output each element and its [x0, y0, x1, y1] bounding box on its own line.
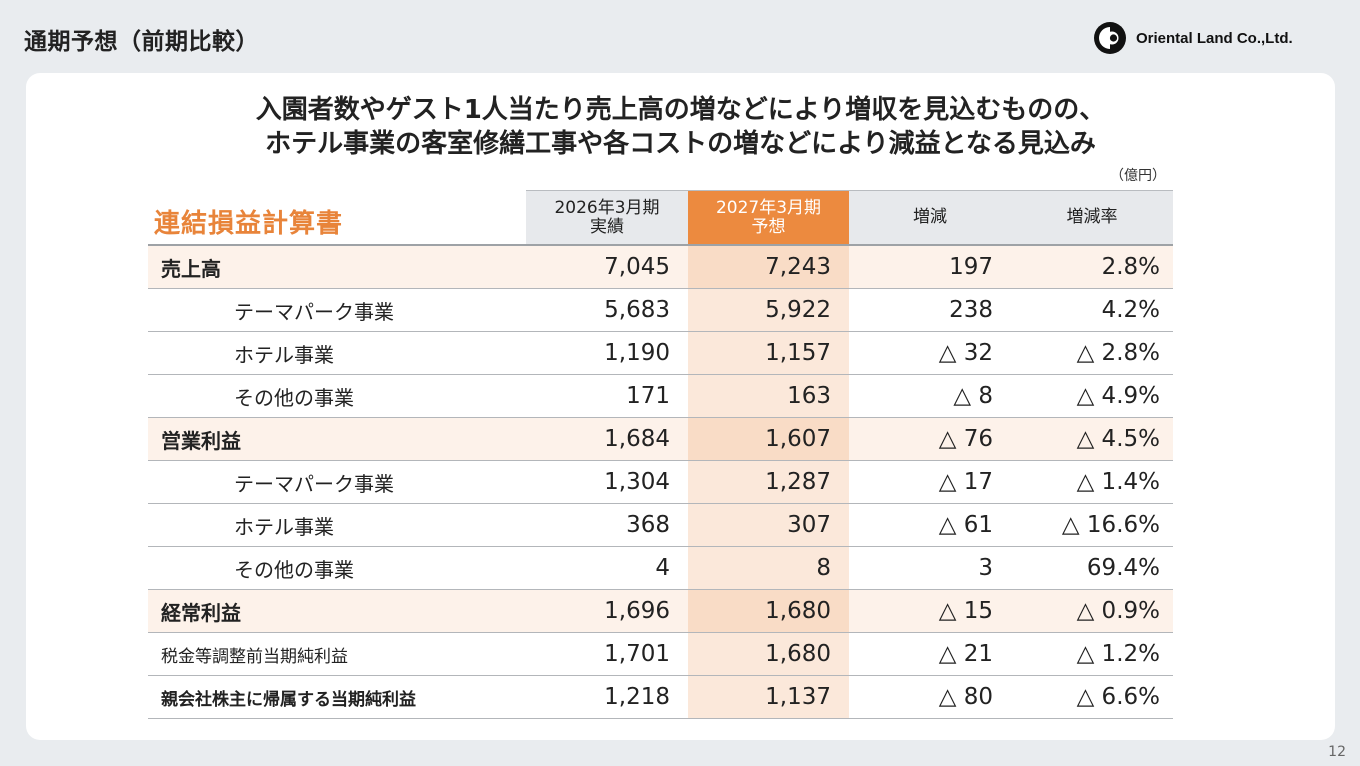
change-value: 238: [849, 288, 1011, 332]
prev-year-value: 368: [526, 503, 688, 547]
prev-year-value: 1,696: [526, 589, 688, 633]
header-prev-year: 2026年3月期 実績: [526, 191, 688, 244]
prev-year-value: 1,304: [526, 460, 688, 504]
prev-year-value: 7,045: [526, 246, 688, 289]
table-row: 税金等調整前当期純利益 1,701 1,680 △ 21 △ 1.2%: [148, 632, 1173, 676]
row-label: 売上高: [148, 246, 526, 289]
forecast-value: 5,922: [688, 288, 849, 332]
change-rate-value: △ 1.4%: [1011, 460, 1173, 504]
prev-year-value: 4: [526, 546, 688, 590]
page-title: 通期予想（前期比較）: [24, 29, 259, 55]
change-rate-value: 2.8%: [1011, 246, 1173, 289]
forecast-value: 8: [688, 546, 849, 590]
header-prev-year-line1: 2026年3月期: [554, 197, 660, 218]
prev-year-value: 1,218: [526, 675, 688, 719]
forecast-value: 1,680: [688, 632, 849, 676]
row-label: 税金等調整前当期純利益: [148, 632, 526, 676]
logo-text: Oriental Land Co.,Ltd.: [1136, 29, 1293, 47]
forecast-value: 7,243: [688, 246, 849, 289]
table-row: ホテル事業 1,190 1,157 △ 32 △ 2.8%: [148, 331, 1173, 375]
header-forecast-year: 2027年3月期 予想: [688, 191, 849, 244]
income-statement-body: 売上高 7,045 7,243 197 2.8% テーマパーク事業 5,683 5,922 23…: [148, 246, 1173, 719]
change-rate-value: △ 16.6%: [1011, 503, 1173, 547]
change-rate-value: △ 1.2%: [1011, 632, 1173, 676]
row-label: ホテル事業: [148, 503, 526, 547]
page-number: 12: [1328, 744, 1346, 760]
table-row: その他の事業 4 8 3 69.4%: [148, 546, 1173, 590]
change-rate-value: 69.4%: [1011, 546, 1173, 590]
prev-year-value: 1,190: [526, 331, 688, 375]
prev-year-value: 1,684: [526, 417, 688, 461]
header-change: 増減: [849, 191, 1011, 244]
unit-label: （億円）: [1110, 168, 1166, 184]
forecast-value: 1,680: [688, 589, 849, 633]
change-value: 3: [849, 546, 1011, 590]
row-label: 経常利益: [148, 589, 526, 633]
change-value: △ 32: [849, 331, 1011, 375]
oriental-land-logo-icon: [1094, 22, 1126, 54]
header-prev-year-line2: 実績: [590, 216, 624, 237]
change-rate-value: 4.2%: [1011, 288, 1173, 332]
row-label: 営業利益: [148, 417, 526, 461]
row-label: テーマパーク事業: [148, 460, 526, 504]
forecast-value: 307: [688, 503, 849, 547]
table-row: テーマパーク事業 5,683 5,922 238 4.2%: [148, 288, 1173, 332]
content-card: 入園者数やゲスト1人当たり売上高の増などにより増収を見込むものの、 ホテル事業の…: [26, 73, 1335, 740]
header-forecast-year-line2: 予想: [751, 216, 786, 237]
table-row: 親会社株主に帰属する当期純利益 1,218 1,137 △ 80 △ 6.6%: [148, 675, 1173, 719]
row-label: テーマパーク事業: [148, 288, 526, 332]
change-value: △ 17: [849, 460, 1011, 504]
prev-year-value: 171: [526, 374, 688, 418]
row-label: ホテル事業: [148, 331, 526, 375]
headline: 入園者数やゲスト1人当たり売上高の増などにより増収を見込むものの、 ホテル事業の…: [26, 93, 1335, 161]
header-bottom-rule: [148, 244, 1173, 246]
forecast-value: 1,137: [688, 675, 849, 719]
change-value: 197: [849, 246, 1011, 289]
income-statement-table: 売上高 7,045 7,243 197 2.8% テーマパーク事業 5,683 5,922 23…: [148, 246, 1173, 719]
table-row: テーマパーク事業 1,304 1,287 △ 17 △ 1.4%: [148, 460, 1173, 504]
header-change-rate: 増減率: [1011, 191, 1173, 244]
forecast-value: 163: [688, 374, 849, 418]
change-rate-value: △ 4.9%: [1011, 374, 1173, 418]
headline-line-1: 入園者数やゲスト1人当たり売上高の増などにより増収を見込むものの、: [255, 95, 1106, 125]
change-rate-value: △ 4.5%: [1011, 417, 1173, 461]
forecast-value: 1,157: [688, 331, 849, 375]
table-row: 売上高 7,045 7,243 197 2.8%: [148, 246, 1173, 289]
prev-year-value: 5,683: [526, 288, 688, 332]
forecast-value: 1,287: [688, 460, 849, 504]
change-value: △ 80: [849, 675, 1011, 719]
change-value: △ 21: [849, 632, 1011, 676]
headline-line-2: ホテル事業の客室修繕工事や各コストの増などにより減益となる見込み: [265, 129, 1096, 159]
row-label: その他の事業: [148, 374, 526, 418]
change-rate-value: △ 0.9%: [1011, 589, 1173, 633]
row-label: その他の事業: [148, 546, 526, 590]
change-value: △ 61: [849, 503, 1011, 547]
statement-title: 連結損益計算書: [154, 209, 344, 239]
table-row: 営業利益 1,684 1,607 △ 76 △ 4.5%: [148, 417, 1173, 461]
change-value: △ 8: [849, 374, 1011, 418]
table-row: 経常利益 1,696 1,680 △ 15 △ 0.9%: [148, 589, 1173, 633]
change-rate-value: △ 2.8%: [1011, 331, 1173, 375]
table-row: ホテル事業 368 307 △ 61 △ 16.6%: [148, 503, 1173, 547]
table-row: その他の事業 171 163 △ 8 △ 4.9%: [148, 374, 1173, 418]
header-forecast-year-line1: 2027年3月期: [715, 197, 822, 218]
change-value: △ 76: [849, 417, 1011, 461]
change-rate-value: △ 6.6%: [1011, 675, 1173, 719]
row-label: 親会社株主に帰属する当期純利益: [148, 675, 526, 719]
prev-year-value: 1,701: [526, 632, 688, 676]
forecast-value: 1,607: [688, 417, 849, 461]
company-logo: Oriental Land Co.,Ltd.: [1092, 20, 1293, 56]
change-value: △ 15: [849, 589, 1011, 633]
